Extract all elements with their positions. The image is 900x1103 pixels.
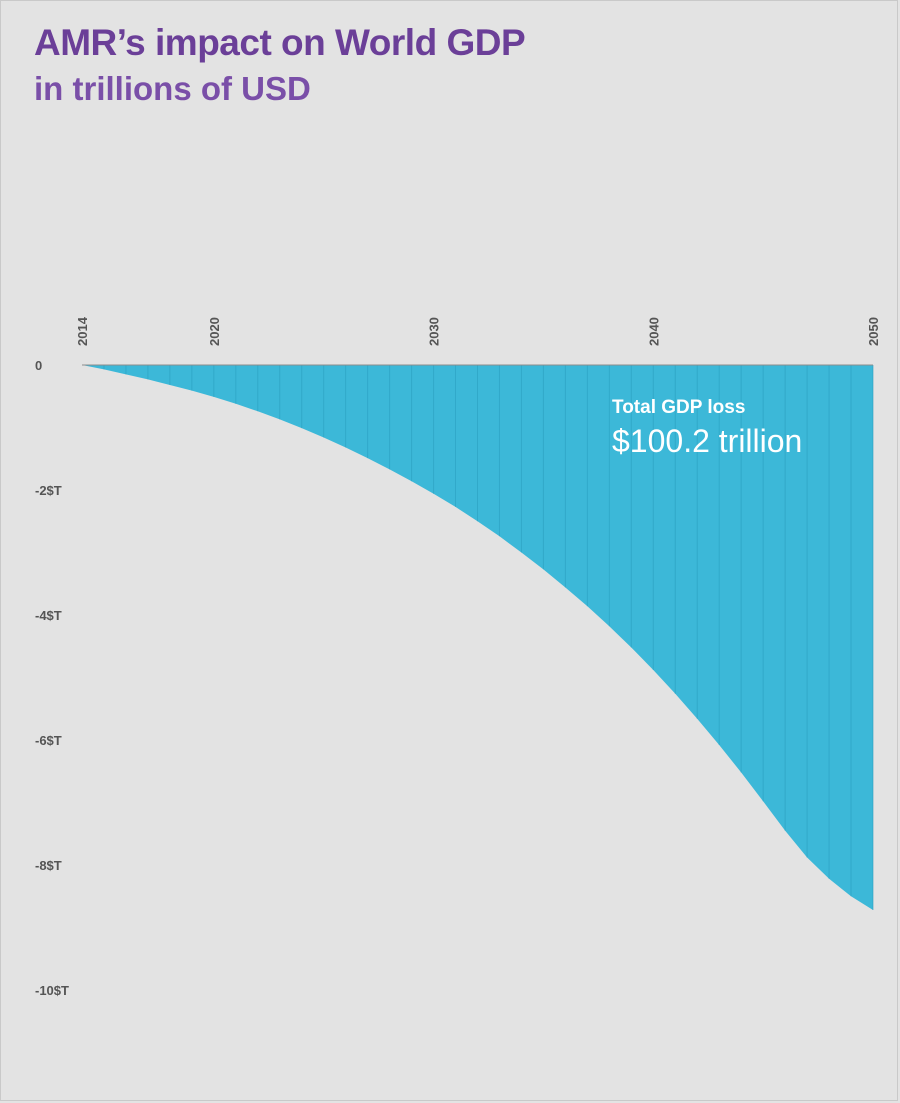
- y-tick-label: -8$T: [35, 858, 62, 873]
- y-tick-label: -4$T: [35, 608, 62, 623]
- x-tick-label: 2050: [866, 317, 881, 346]
- x-tick-label: 2014: [75, 316, 90, 346]
- y-tick-label: -6$T: [35, 733, 62, 748]
- x-tick-label: 2020: [207, 317, 222, 346]
- annotation-label: Total GDP loss: [612, 397, 745, 418]
- x-tick-label: 2030: [427, 317, 442, 346]
- y-tick-label: -2$T: [35, 483, 62, 498]
- y-tick-label: -10$T: [35, 983, 69, 998]
- chart-subtitle: in trillions of USD: [34, 70, 311, 107]
- y-tick-label: 0: [35, 358, 42, 373]
- x-tick-label: 2040: [646, 317, 661, 346]
- annotation-value: $100.2 trillion: [612, 423, 802, 459]
- chart-title: AMR’s impact on World GDP: [34, 22, 526, 63]
